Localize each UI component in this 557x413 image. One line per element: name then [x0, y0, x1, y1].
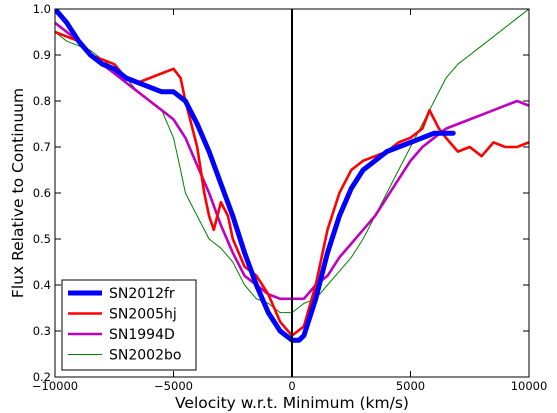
y-tick-label: 0.2 — [33, 370, 51, 384]
legend-label: SN2002bo — [109, 348, 181, 364]
axis-ticks: −10000 −5000 0 5000 10000 0.2 0.3 0.4 0.5 0.6 0.7 0… — [32, 2, 547, 393]
x-tick-label: 5000 — [396, 379, 425, 393]
x-axis-label: Velocity w.r.t. Minimum (km/s) — [175, 394, 409, 412]
x-tick-label: 10000 — [511, 379, 548, 393]
y-tick-label: 0.4 — [33, 278, 51, 292]
x-tick-label: 0 — [288, 379, 295, 393]
y-tick-label: 0.7 — [33, 140, 51, 154]
y-tick-label: 0.5 — [33, 232, 51, 246]
y-axis-label: Flux Relative to Continuum — [9, 88, 27, 298]
legend: SN2012fr SN2005hj SN1994D SN2002bo — [61, 279, 197, 371]
legend-label: SN2005hj — [109, 307, 177, 323]
plot-frame — [54, 8, 530, 378]
legend-label: SN1994D — [109, 327, 175, 343]
y-tick-label: 0.3 — [33, 324, 51, 338]
legend-label: SN2012fr — [109, 286, 175, 302]
y-tick-label: 0.9 — [33, 48, 51, 62]
series-line-sn2012fr — [55, 9, 456, 343]
y-tick-label: 1.0 — [33, 2, 51, 16]
y-tick-label: 0.6 — [33, 186, 51, 200]
x-tick-label: −5000 — [154, 379, 193, 393]
x-tick-label: −10000 — [32, 379, 78, 393]
y-tick-label: 0.8 — [33, 94, 51, 108]
